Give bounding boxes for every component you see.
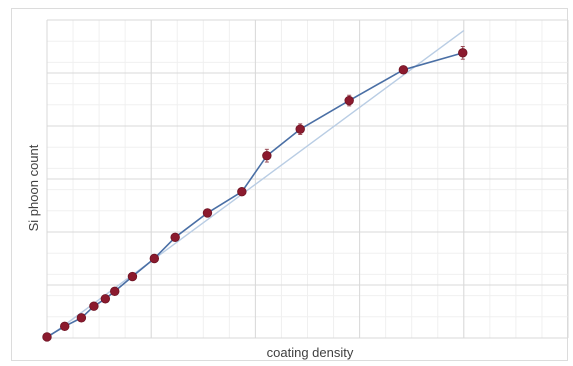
data-point: [89, 301, 99, 311]
data-point: [202, 208, 213, 218]
marker-layer: [42, 46, 468, 342]
data-point: [60, 321, 70, 332]
data-point: [127, 271, 138, 282]
data-point: [262, 150, 272, 161]
data-point: [458, 48, 468, 58]
data-point: [237, 187, 247, 197]
series-line: [46, 52, 464, 338]
x-axis-title: coating density: [267, 345, 354, 360]
data-point: [76, 313, 87, 323]
data-point: [398, 65, 409, 75]
data-point: [295, 124, 305, 134]
trendline: [46, 30, 465, 339]
major-gridlines: [46, 19, 569, 339]
data-point: [110, 286, 120, 297]
data-point: [149, 253, 160, 264]
data-point: [42, 332, 52, 342]
trendline-layer: [46, 30, 465, 339]
data-point: [170, 232, 180, 243]
data-point: [344, 95, 354, 106]
series-layer: [46, 52, 464, 338]
data-point: [100, 294, 111, 304]
y-axis-title: Si phoon count: [26, 144, 41, 231]
